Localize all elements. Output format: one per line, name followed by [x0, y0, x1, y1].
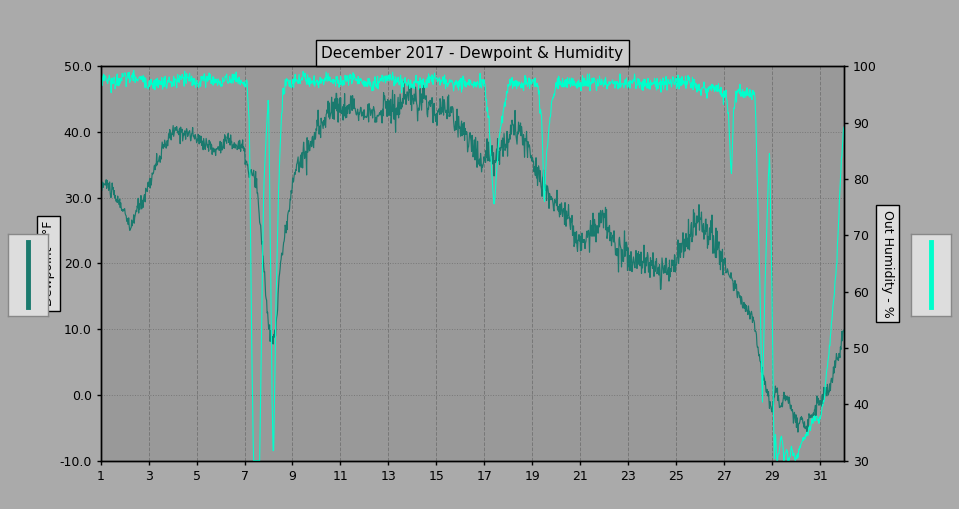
Y-axis label: Dewpoint - °F: Dewpoint - °F — [42, 221, 55, 306]
Title: December 2017 - Dewpoint & Humidity: December 2017 - Dewpoint & Humidity — [321, 46, 623, 61]
Y-axis label: Out Humidity - %: Out Humidity - % — [881, 210, 894, 317]
